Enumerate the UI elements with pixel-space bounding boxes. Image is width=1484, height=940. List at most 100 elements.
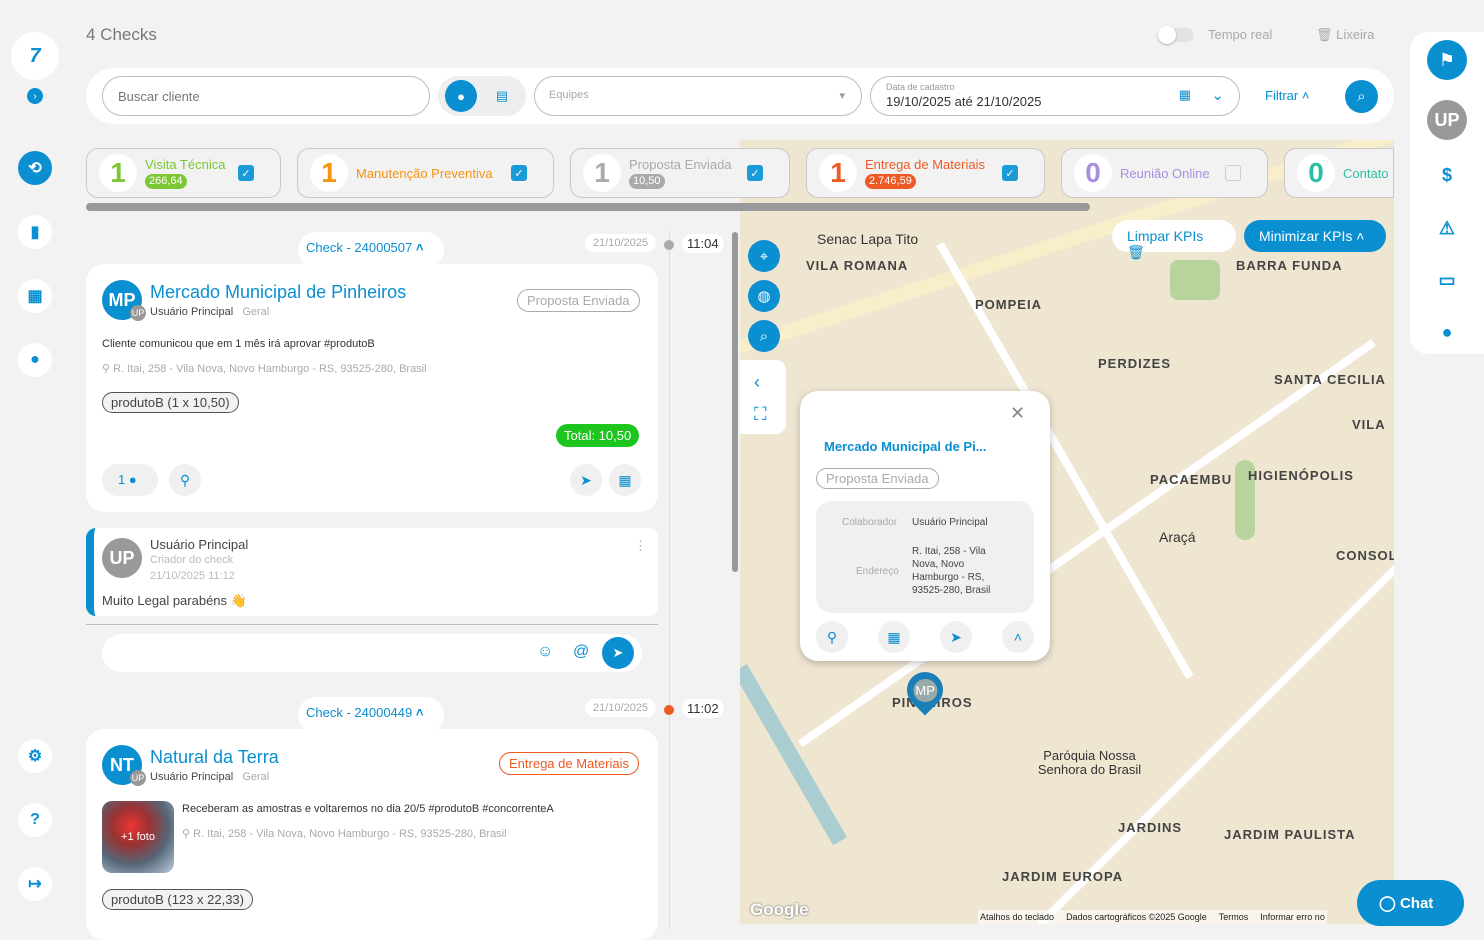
photo-thumbnail[interactable]: +1 foto [102,801,174,873]
client-name[interactable]: Mercado Municipal de Pinheiros [150,282,407,302]
check-note: Receberam as amostras e voltaremos no di… [182,803,554,815]
kpi-card[interactable]: 1 Entrega de Materiais 2.746,59 ✓ [806,148,1045,198]
checkin-icon[interactable]: ⚲ [816,621,848,653]
list-scrollbar[interactable] [732,232,738,572]
send-comment-button[interactable]: ➤ [602,637,634,669]
kpi-card[interactable]: 1 Manutenção Preventiva ✓ [297,148,554,198]
check-tab[interactable]: Check - 24000507 ˄ [298,232,444,268]
send-icon[interactable]: ➤ [570,464,602,496]
timeline-line [669,230,670,930]
calendar-icon[interactable]: ▦ [878,621,910,653]
globe-icon[interactable]: ◍ [748,280,780,312]
google-logo: Google [750,900,809,919]
flag-icon[interactable]: ⚑ [1427,40,1467,80]
map-place[interactable]: Senac Lapa Tito [817,231,919,247]
kpi-card[interactable]: 0 Reunião Online [1061,148,1268,198]
kpi-checkbox[interactable]: ✓ [747,165,763,181]
gear-icon[interactable]: ⚙ [18,739,52,773]
check-card[interactable]: MP UP Mercado Municipal de Pinheiros Usu… [86,264,658,512]
emoji-icon[interactable]: ☺ [537,643,554,660]
user-icon[interactable]: ● [18,343,52,377]
chevron-down-icon[interactable]: ⌄ [1211,87,1224,104]
mention-icon[interactable]: @ [573,643,590,660]
help-icon[interactable]: ? [18,803,52,837]
trash-icon: 🗑 [1127,244,1145,260]
client-name[interactable]: Natural da Terra [150,747,279,767]
lightbulb-icon[interactable]: ● [1441,322,1453,342]
comment-icon: ● [128,472,137,487]
date-label: Data de cadastro [886,82,955,92]
card-view-button[interactable]: ▤ [495,88,509,103]
checks-icon[interactable]: ⟲ [18,151,52,185]
map-footer-link[interactable]: Atalhos do teclado [980,912,1055,922]
locate-icon[interactable]: ⌖ [748,240,780,272]
check-id: Check - 24000449 [306,705,413,720]
timeline-dot [664,705,674,715]
store-icon[interactable]: ▭ [1438,270,1456,290]
popup-title[interactable]: Mercado Municipal de Pi... [824,439,987,454]
comment-author: Usuário Principal [150,537,249,552]
filter-button[interactable]: Filtrar ˄ [1265,88,1309,103]
kpi-label: Reunião Online [1120,165,1210,181]
check-card[interactable]: NT UP Natural da Terra Usuário Principal… [86,729,658,940]
kpi-card[interactable]: 0 Contato [1284,148,1394,198]
teams-select[interactable]: Equipes ▾ [534,76,862,116]
calendar-icon[interactable]: ▦ [1178,87,1191,102]
chat-label: Chat [1399,895,1434,912]
check-date: 21/10/2025 [585,234,657,252]
client-avatar: MP [102,280,142,320]
check-note: Cliente comunicou que em 1 mês irá aprov… [102,338,375,350]
kpi-checkbox[interactable]: ✓ [1002,165,1018,181]
chat-button[interactable]: ◯ Chat [1357,880,1464,926]
popup-status: Proposta Enviada [816,468,939,489]
clear-kpis-label: Limpar KPIs [1127,228,1204,244]
dollar-icon[interactable]: $ [1441,165,1452,185]
calendar-icon[interactable]: ▦ [18,279,52,313]
chevron-down-icon: ▾ [839,90,845,102]
person-view-button[interactable]: ● [445,80,477,112]
trash-button[interactable]: 🗑 Lixeira [1316,27,1374,43]
teams-placeholder: Equipes [549,89,589,101]
chart-icon[interactable]: ▮ [18,215,52,249]
comment-avatar: UP [102,538,142,578]
comments-button[interactable]: 1 ● [102,464,158,496]
warning-icon[interactable]: ⚠ [1438,218,1456,238]
map-place[interactable]: Paróquia Nossa Senhora do Brasil [1037,748,1142,777]
user-name: Usuário Principal [150,306,234,318]
map-popup: ✕ Mercado Municipal de Pi... Proposta En… [800,391,1050,661]
search-button[interactable]: ⌕ [1345,80,1378,113]
kpi-checkbox[interactable]: ✓ [238,165,254,181]
search-input[interactable] [102,76,430,116]
search-icon[interactable]: ⌕ [748,320,780,352]
comment-input[interactable] [102,634,642,672]
profile-avatar[interactable]: UP [1427,100,1467,140]
check-tab[interactable]: Check - 24000449 ˄ [298,697,444,733]
checkin-icon[interactable]: ⚲ [169,464,201,496]
group-name: Geral [242,306,270,318]
chevron-up-icon[interactable]: ˄ [1002,621,1034,653]
kpi-label: Contato [1343,165,1389,181]
logout-icon[interactable]: ↦ [18,867,52,901]
close-icon[interactable]: ✕ [1010,403,1026,423]
kpi-checkbox[interactable] [1225,165,1241,181]
calendar-icon[interactable]: ▦ [609,464,641,496]
timeline-dot [664,240,674,250]
clear-kpis-button[interactable]: Limpar KPIs 🗑 [1112,220,1236,260]
map-footer-link[interactable]: Termos [1218,912,1249,922]
kpi-scrollbar[interactable] [86,203,1090,211]
date-range-field[interactable]: Data de cadastro 19/10/2025 até 21/10/20… [870,76,1240,116]
map-label: PACAEMBU [1150,472,1233,487]
kpi-checkbox[interactable]: ✓ [511,165,527,181]
date-value: 19/10/2025 até 21/10/2025 [886,94,1042,109]
more-icon[interactable]: ⋮ [634,538,647,553]
collapse-panel-button[interactable]: ‹ ⛶ [740,360,786,434]
send-icon[interactable]: ➤ [940,621,972,653]
realtime-toggle[interactable] [1158,26,1194,44]
kpi-card[interactable]: 1 Proposta Enviada 10,50 ✓ [570,148,790,198]
kpi-card[interactable]: 1 Visita Técnica 266,64 ✓ [86,148,281,198]
minimize-kpis-button[interactable]: Minimizar KPIs ˄ [1244,220,1386,252]
photo-count: +1 foto [121,831,155,843]
expand-sidebar-button[interactable]: › [27,88,43,104]
map-place[interactable]: Araçá [1159,529,1196,545]
map-footer-link[interactable]: Informar erro no [1260,912,1325,922]
